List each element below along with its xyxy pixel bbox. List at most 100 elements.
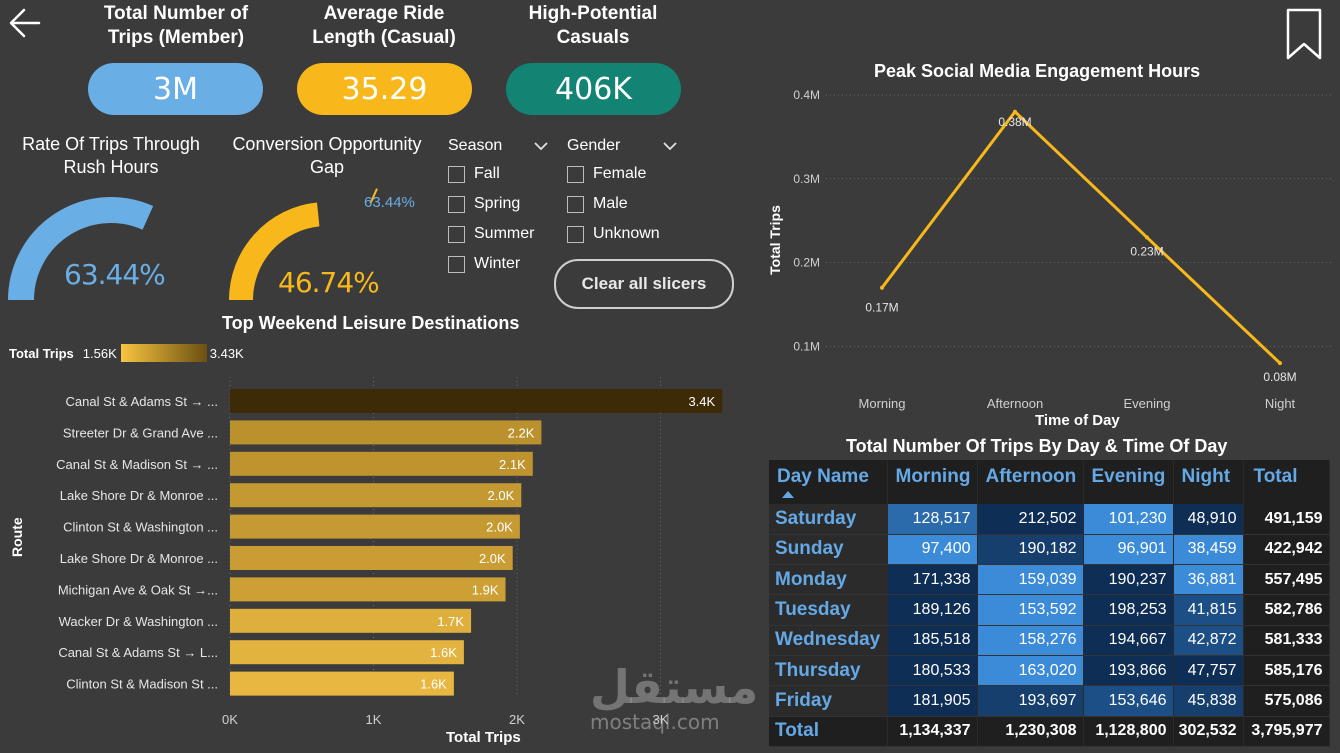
legend-label: Total Trips [9,345,74,361]
checkbox[interactable] [448,255,465,273]
gender-option-female[interactable]: Female [567,159,677,189]
x-tick-label: 2K [509,712,525,727]
matrix-value-cell: 190,182 [977,534,1084,566]
gender-option-male[interactable]: Male [567,189,677,219]
matrix-header-evening[interactable]: Evening [1083,460,1174,504]
matrix-day-cell: Wednesday [769,625,888,656]
checkbox[interactable] [448,195,465,213]
bar-category-label: Clinton St & Washington ... [63,520,218,535]
matrix-row-total-cell: 585,176 [1243,655,1330,687]
gauge-conversion [229,188,378,300]
matrix-value-cell: 159,039 [977,564,1084,596]
matrix-value-cell: 47,757 [1173,655,1244,687]
matrix-value-cell: 181,905 [887,685,978,717]
gauge-conversion-value: 46.74% [278,266,380,299]
x-tick-label: 0K [222,712,238,727]
x-tick-label: Afternoon [987,396,1043,411]
matrix-value-cell: 48,910 [1173,504,1244,535]
matrix: Day Name Morning Afternoon Evening Night… [769,460,1330,747]
gauge-conversion-target-marker [369,188,378,204]
matrix-value-cell: 42,872 [1173,625,1244,656]
series-line[interactable] [880,109,1282,365]
y-tick-label: 0.1M [793,339,820,353]
kpi-value-high-potential: 406K [506,63,681,115]
line-chart-title: Peak Social Media Engagement Hours [874,61,1201,81]
matrix-row: Monday 171,338 159,039 190,237 36,881 557,495 [769,564,1330,596]
data-point[interactable] [880,285,884,290]
bar-value-label: 2.0K [486,520,513,535]
matrix-total-row: Total 1,134,337 1,230,308 1,128,800 302,532 3… [769,716,1330,747]
bar-category-label: Canal St & Adams St → ... [66,394,218,409]
matrix-row-total-cell: 422,942 [1243,534,1330,566]
bar[interactable] [230,546,513,570]
bar-category-label: Michigan Ave & Oak St →... [58,582,218,597]
matrix-value-cell: 171,338 [887,564,978,596]
line-chart-x-axis-label: Time of Day [1035,412,1120,429]
bar[interactable] [230,671,454,696]
bar[interactable] [230,577,506,602]
matrix-header-total[interactable]: Total [1243,460,1330,504]
data-label: 0.17M [865,301,898,315]
season-option-fall[interactable]: Fall [448,159,548,189]
clear-all-slicers-button[interactable]: Clear all slicers [554,259,734,309]
matrix-header-night[interactable]: Night [1173,460,1244,504]
checkbox[interactable] [448,225,465,243]
gauge-conversion-title: Conversion Opportunity Gap [232,134,422,177]
gender-option-unknown[interactable]: Unknown [567,219,677,249]
season-option-spring[interactable]: Spring [448,189,548,219]
season-slicer-header[interactable]: Season [448,135,548,157]
bar[interactable] [230,451,533,476]
back-button[interactable] [6,6,42,40]
bar[interactable] [230,640,464,665]
matrix-day-cell: Sunday [769,534,888,566]
y-tick-label: 0.2M [793,256,820,270]
gender-slicer-header[interactable]: Gender [567,135,677,157]
checkbox[interactable] [448,165,465,183]
matrix-column-total-cell: 1,134,337 [887,716,978,747]
kpi-value-ride-length: 35.29 [297,63,472,115]
bar-value-label: 1.7K [437,614,464,629]
matrix-value-cell: 36,881 [1173,564,1244,596]
bar-value-label: 1.6K [420,677,447,692]
bar-category-label: Canal St & Madison St → ... [56,457,218,472]
matrix-day-cell: Monday [769,564,888,596]
legend-min: 1.56K [82,345,117,361]
matrix-value-cell: 153,646 [1083,685,1174,717]
season-option-label: Winter [474,255,521,272]
data-label: 0.38M [998,115,1031,129]
gender-option-label: Unknown [593,225,660,242]
matrix-header-afternoon[interactable]: Afternoon [977,460,1084,504]
checkbox[interactable] [567,195,584,213]
bar[interactable] [230,514,520,539]
data-point[interactable] [1278,361,1282,366]
data-point[interactable] [1013,109,1017,114]
bar[interactable] [230,420,542,445]
checkbox[interactable] [567,165,584,183]
season-option-summer[interactable]: Summer [448,219,548,249]
bar[interactable] [230,608,472,633]
matrix-total-label: Total [769,716,888,747]
season-option-winter[interactable]: Winter [448,249,548,279]
chevron-down-icon [663,142,677,151]
matrix-row-total-cell: 582,786 [1243,594,1330,626]
gender-slicer-label: Gender [567,137,621,154]
bar-category-label: Lake Shore Dr & Monroe ... [60,488,218,503]
gender-option-label: Female [593,165,647,182]
bar[interactable] [230,483,522,508]
kpi-title-member-trips: Total Number of Trips (Member) [103,3,249,48]
matrix-day-cell: Tuesday [769,594,888,626]
matrix-header-day[interactable]: Day Name [769,460,888,504]
bar-value-label: 2.0K [479,551,506,566]
matrix-value-cell: 101,230 [1083,504,1174,535]
matrix-value-cell: 194,667 [1083,625,1174,656]
matrix-header-morning[interactable]: Morning [887,460,978,504]
bar[interactable] [230,389,723,413]
matrix-header-row: Day Name Morning Afternoon Evening Night… [769,460,1330,504]
season-slicer: Season Fall Spring Summer Winter [448,135,548,279]
x-tick-label: 3K [653,712,669,727]
checkbox[interactable] [567,225,584,243]
data-point[interactable] [1145,235,1149,240]
gauge-rush-arc [8,197,154,300]
bookmark-button[interactable] [1284,8,1324,62]
gauge-rush-value: 63.44% [64,258,166,291]
